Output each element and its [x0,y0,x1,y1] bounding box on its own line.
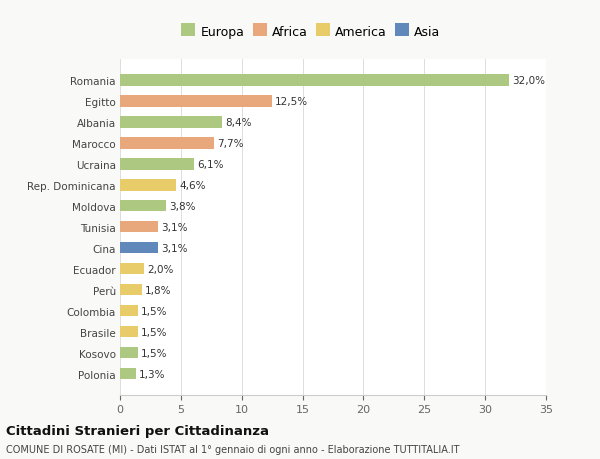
Bar [120,263,145,275]
Bar [120,179,176,191]
Text: 2,0%: 2,0% [148,264,174,274]
Text: 7,7%: 7,7% [217,139,243,148]
Bar [120,305,138,317]
Text: Cittadini Stranieri per Cittadinanza: Cittadini Stranieri per Cittadinanza [6,424,269,437]
Text: 3,8%: 3,8% [169,202,196,211]
Text: 12,5%: 12,5% [275,96,308,106]
Text: COMUNE DI ROSATE (MI) - Dati ISTAT al 1° gennaio di ogni anno - Elaborazione TUT: COMUNE DI ROSATE (MI) - Dati ISTAT al 1°… [6,444,460,454]
Text: 1,5%: 1,5% [142,306,168,316]
Bar [120,326,138,338]
Text: 8,4%: 8,4% [225,118,252,128]
Bar [120,96,272,107]
Text: 32,0%: 32,0% [512,76,545,86]
Bar [120,284,142,296]
Bar [120,159,194,170]
Text: 1,5%: 1,5% [142,348,168,358]
Bar [120,201,166,212]
Text: 3,1%: 3,1% [161,243,187,253]
Text: 1,3%: 1,3% [139,369,166,379]
Bar [120,347,138,358]
Text: 3,1%: 3,1% [161,222,187,232]
Bar [120,242,158,254]
Bar [120,368,136,380]
Text: 4,6%: 4,6% [179,180,206,190]
Bar [120,138,214,149]
Bar [120,75,509,86]
Bar [120,117,222,128]
Bar [120,221,158,233]
Text: 1,5%: 1,5% [142,327,168,337]
Text: 6,1%: 6,1% [197,159,224,169]
Text: 1,8%: 1,8% [145,285,172,295]
Legend: Europa, Africa, America, Asia: Europa, Africa, America, Asia [179,22,445,43]
